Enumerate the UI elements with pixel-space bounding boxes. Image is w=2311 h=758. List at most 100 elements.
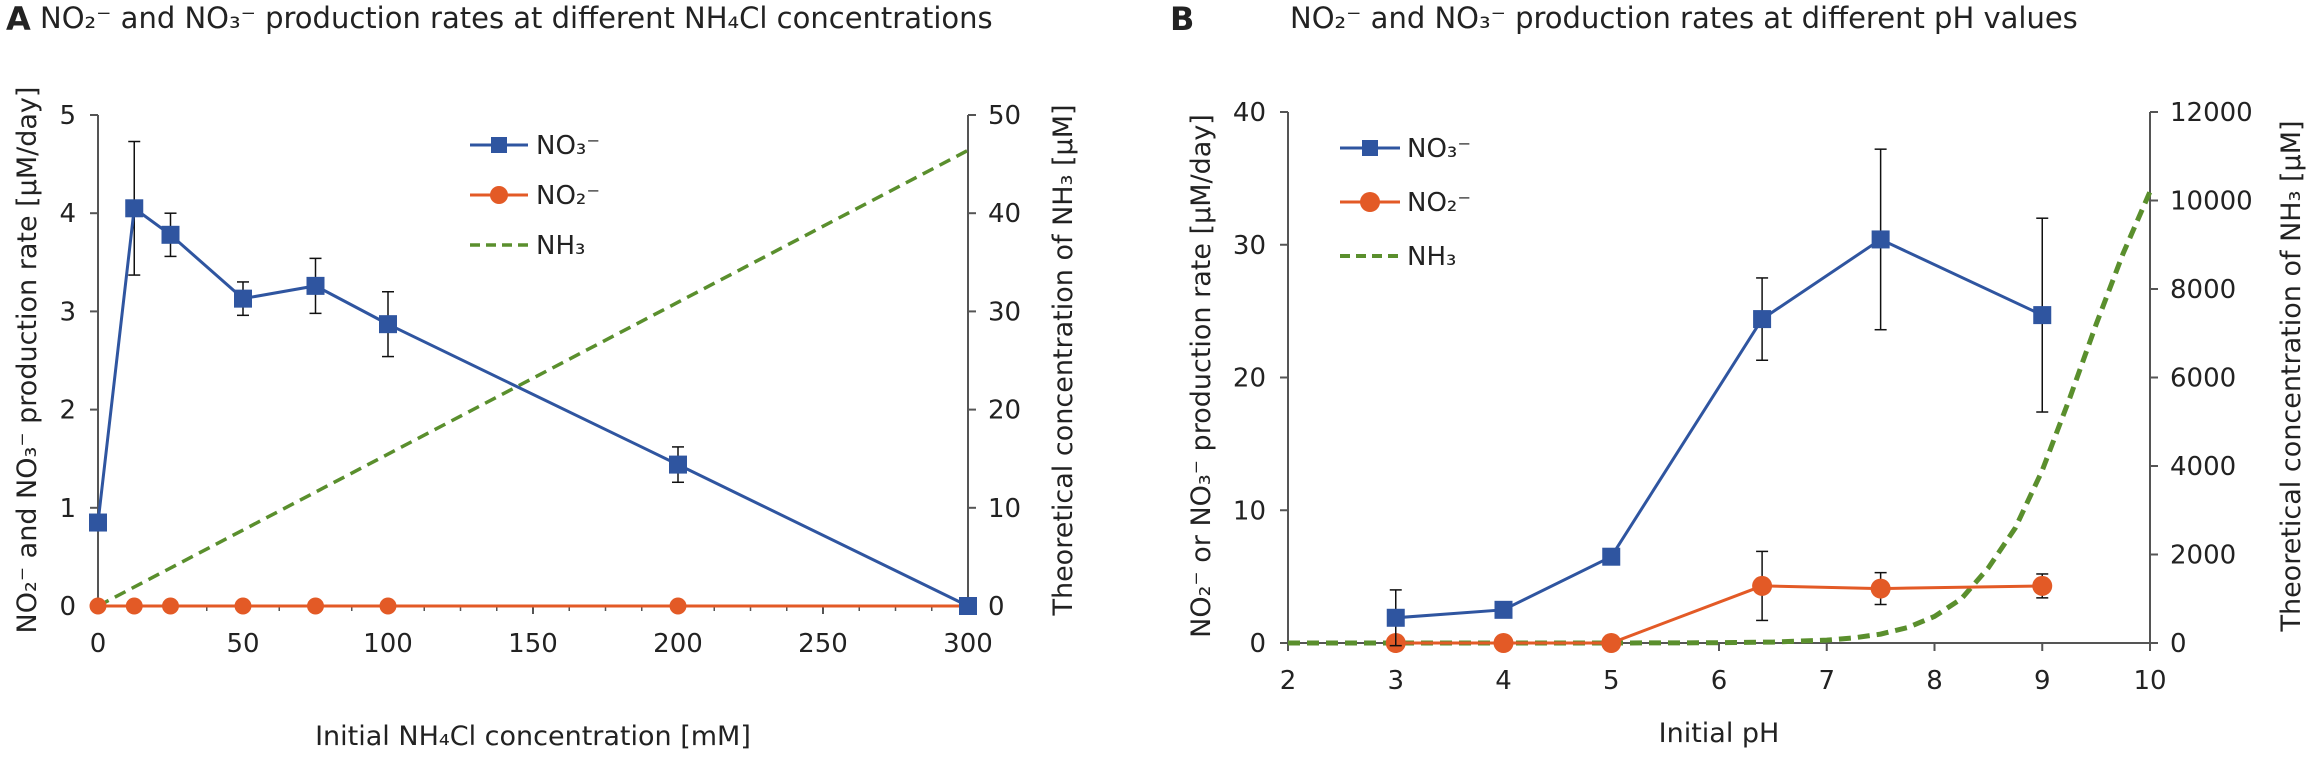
panel-a-no3-point <box>669 455 687 474</box>
panel-b-x-tick-label: 5 <box>1603 666 1620 696</box>
panel-b-y-ticks: 0 10 20 30 40 <box>1233 98 1288 659</box>
panel-a-no2-point <box>234 597 252 615</box>
panel-b-y2-tick-label: 2000 <box>2170 541 2236 571</box>
panel-a-y2-tick-label: 40 <box>988 199 1021 229</box>
panel-b-letter: B <box>1170 0 1194 38</box>
panel-b-no2-point <box>1752 575 1773 596</box>
panel-a-no2-point <box>669 597 687 615</box>
panel-b-no3-point <box>1602 547 1621 566</box>
panel-a-x-tick-label: 50 <box>226 629 259 659</box>
panel-b-no2-point <box>2032 575 2053 596</box>
panel-b-no3-point <box>1386 608 1405 627</box>
panel-b-x-label: Initial pH <box>1659 718 1780 749</box>
panel-b-y-tick-label: 0 <box>1249 629 1266 659</box>
panel-b-x-tick-label: 10 <box>2133 666 2166 696</box>
panel-a-no3-line <box>96 205 969 608</box>
panel-a-y2-tick-label: 50 <box>988 101 1021 131</box>
panel-b-title: NO₂⁻ and NO₃⁻ production rates at differ… <box>1290 1 2078 35</box>
panel-b-series <box>1287 148 2153 653</box>
panel-a-y2-tick-label: 0 <box>988 592 1005 622</box>
panel-b-y2-label: Theoretical concentration of NH₃ [µM] <box>2276 120 2307 632</box>
panel-b-no3-point <box>1871 230 1890 249</box>
panel-b-legend: NO₃⁻ NO₂⁻ NH₃ <box>1340 134 1471 272</box>
panel-b-y2-ticks: 0 2000 4000 6000 8000 10000 12000 <box>2150 98 2253 659</box>
panel-a-no3-point <box>125 199 144 218</box>
panel-b-legend-no3-label: NO₃⁻ <box>1407 134 1471 164</box>
panel-b-no3-point <box>1753 310 1772 329</box>
panel-a-y-tick-label: 0 <box>59 592 76 622</box>
panel-a-no2-point <box>307 597 324 615</box>
panel-b-legend-no2-label: NO₂⁻ <box>1407 188 1471 218</box>
panel-b-legend-no2-marker <box>1360 192 1380 212</box>
panel-a-x-ticks: 0 50 100 150 200 250 300 <box>90 606 993 659</box>
panel-a-y2-tick-label: 20 <box>988 396 1021 426</box>
panel-a-y-tick-label: 3 <box>59 297 76 327</box>
panel-b-no2-line <box>1395 584 2043 645</box>
panel-b-x-tick-label: 9 <box>2034 666 2051 696</box>
panel-a-no2-point <box>379 597 397 615</box>
panel-b-no3-point <box>1494 600 1513 619</box>
panel-a-x-tick-label: 150 <box>508 629 558 659</box>
panel-b-no2-point <box>1493 633 1514 653</box>
panel-a-legend-nh3-label: NH₃ <box>536 231 585 261</box>
panel-a-y-ticks: 0 1 2 3 4 5 <box>59 101 98 622</box>
panel-b-y-tick-label: 10 <box>1233 496 1266 526</box>
panel-a-y-tick-label: 4 <box>59 199 76 229</box>
panel-a-title: NO₂⁻ and NO₃⁻ production rates at differ… <box>40 1 993 35</box>
panel-b-x-tick-label: 3 <box>1387 666 1404 696</box>
panel-b-no2-point <box>1870 578 1891 599</box>
panel-b-y-label: NO₂⁻ or NO₃⁻ production rate [µM/day] <box>1186 114 1217 638</box>
panel-b-no3-point <box>2033 306 2052 325</box>
panel-b-y-tick-label: 30 <box>1233 231 1266 261</box>
panel-b-y-tick-label: 40 <box>1233 98 1266 128</box>
panel-b-y2-tick-label: 12000 <box>2170 98 2253 128</box>
panel-a-series <box>89 140 977 615</box>
panel-a-legend-no3-marker <box>491 137 507 153</box>
panel-b-x-tick-label: 6 <box>1711 666 1728 696</box>
panel-b-x-tick-label: 4 <box>1495 666 1512 696</box>
panel-b-x-tick-label: 2 <box>1280 666 1297 696</box>
panel-a-letter: A <box>6 0 31 38</box>
panel-a-y-tick-label: 2 <box>59 396 76 426</box>
panel-a-legend-no2-label: NO₂⁻ <box>536 181 600 211</box>
panel-a-no2-point <box>125 597 143 615</box>
panel-b-x-tick-label: 7 <box>1818 666 1835 696</box>
panel-a-nh3-line <box>97 148 969 608</box>
panel-a-legend: NO₃⁻ NO₂⁻ NH₃ <box>470 131 600 261</box>
panel-b-x-ticks: 2 3 4 5 6 7 8 9 10 <box>1280 643 2167 696</box>
panel-b-y2-tick-label: 8000 <box>2170 275 2236 305</box>
panel-a-y2-tick-label: 30 <box>988 297 1021 327</box>
panel-a-no3-point <box>89 513 107 532</box>
panel-b-no3-line <box>1395 237 2043 620</box>
panel-b-x-tick-label: 8 <box>1926 666 1943 696</box>
panel-a-no3-point <box>161 225 180 244</box>
panel-b-y2-tick-label: 10000 <box>2170 187 2253 217</box>
panel-a-x-tick-label: 300 <box>943 629 993 659</box>
panel-b-y2-tick-label: 0 <box>2170 629 2187 659</box>
panel-b-y-tick-label: 20 <box>1233 364 1266 394</box>
panel-a-y2-ticks: 0 10 20 30 40 50 <box>968 101 1021 622</box>
panel-a-x-label: Initial NH₄Cl concentration [mM] <box>315 721 751 752</box>
panel-b-legend-nh3-label: NH₃ <box>1407 242 1456 272</box>
panel-a-y-tick-label: 5 <box>59 101 76 131</box>
panel-a-no3-point <box>306 276 325 295</box>
panel-b-no2-point <box>1601 633 1622 653</box>
panel-a-no3-point <box>379 315 397 334</box>
panel-a-x-tick-label: 200 <box>653 629 703 659</box>
panel-a-legend-no2-marker <box>490 186 508 204</box>
panel-b-y2-tick-label: 6000 <box>2170 364 2236 394</box>
panel-a-no2-point <box>89 597 107 615</box>
panel-a-y2-tick-label: 10 <box>988 494 1021 524</box>
panel-a: A NO₂⁻ and NO₃⁻ production rates at diff… <box>6 0 1079 752</box>
panel-a-x-tick-label: 250 <box>798 629 848 659</box>
panel-a-x-tick-label: 100 <box>363 629 413 659</box>
panel-a-no3-point <box>234 289 252 308</box>
panel-a-legend-no3-label: NO₃⁻ <box>536 131 600 161</box>
panel-b-legend-no3-marker <box>1362 140 1378 156</box>
panel-a-no2-point <box>162 597 179 615</box>
panel-a-no3-point <box>959 597 977 615</box>
panel-a-y2-label: Theoretical concentration of NH₃ [µM] <box>1048 104 1079 616</box>
panel-a-y-label: NO₂⁻ and NO₃⁻ production rate [µM/day] <box>12 87 43 634</box>
panel-b: B NO₂⁻ and NO₃⁻ production rates at diff… <box>1170 0 2307 749</box>
